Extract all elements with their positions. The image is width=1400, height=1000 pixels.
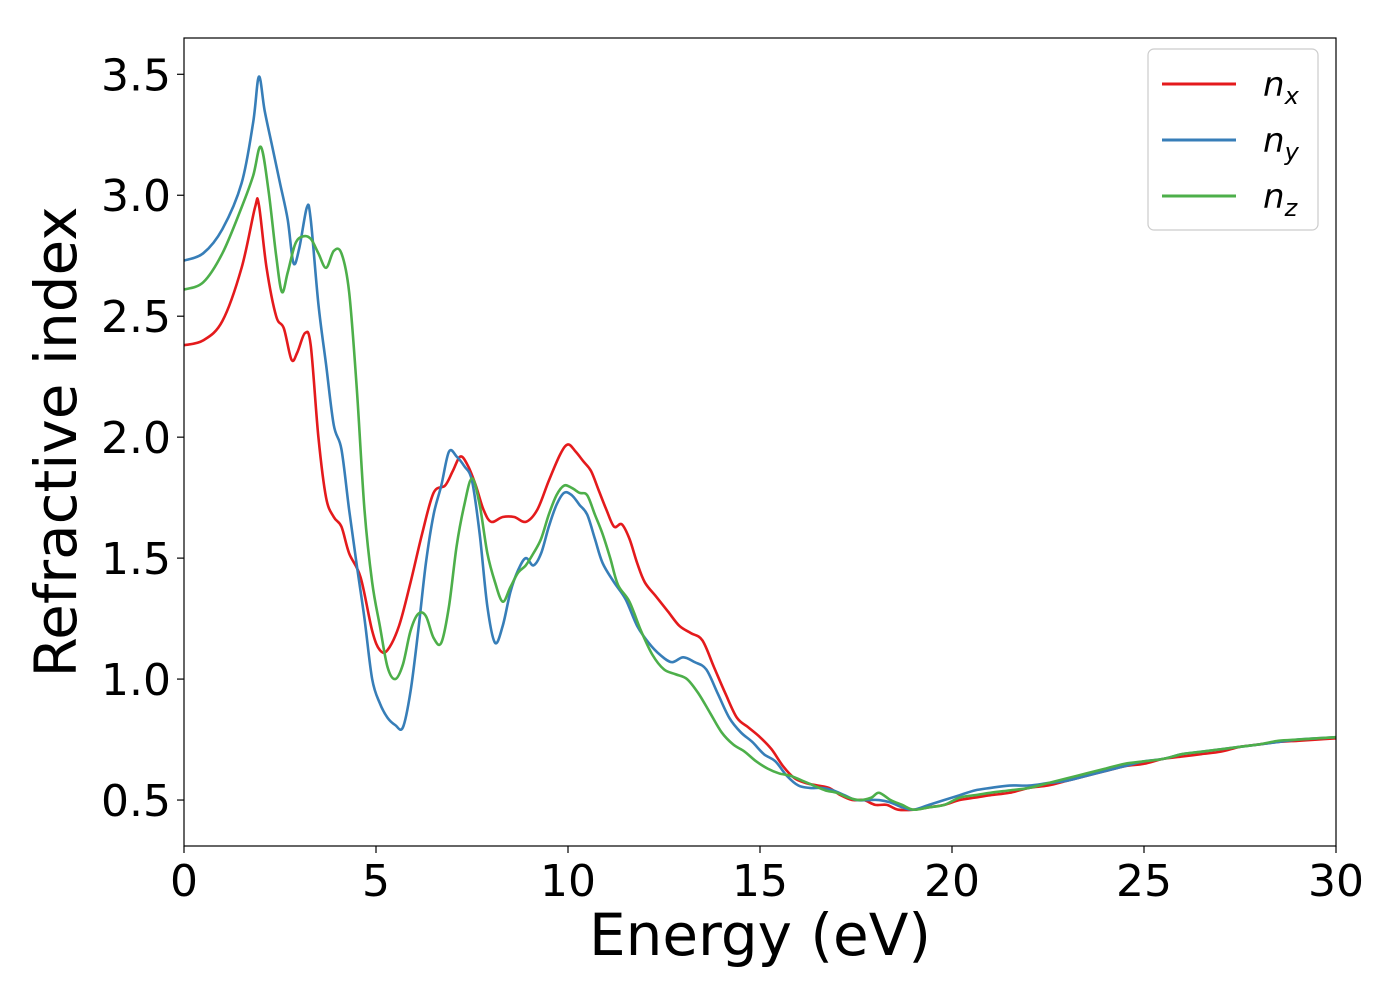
x-tick-label: 10 — [540, 856, 596, 907]
x-tick-label: 15 — [732, 856, 788, 907]
legend-label-subscript: x — [1284, 82, 1300, 110]
series-line-ny — [184, 75, 1336, 812]
legend-label-subscript: z — [1284, 194, 1299, 222]
series-line-nx — [184, 197, 1336, 812]
x-tick-label: 0 — [170, 856, 198, 907]
x-axis-title: Energy (eV) — [589, 901, 931, 969]
y-tick-label: 2.0 — [101, 413, 171, 464]
y-tick-label: 1.0 — [101, 655, 171, 706]
y-tick-label: 3.5 — [101, 50, 171, 101]
series-line-nz — [184, 145, 1336, 812]
legend-label-subscript: y — [1284, 138, 1300, 166]
series-layer — [184, 75, 1336, 812]
x-tick-label: 25 — [1116, 856, 1172, 907]
x-tick-label: 5 — [362, 856, 390, 907]
x-axis-ticks: 0 5 10 15 20 25 30 — [170, 846, 1364, 907]
legend-label: nz — [1263, 177, 1299, 222]
y-tick-label: 0.5 — [101, 776, 171, 827]
y-axis-ticks: 0.5 1.0 1.5 2.0 2.5 3.0 3.5 — [101, 50, 184, 827]
x-tick-label: 30 — [1308, 856, 1364, 907]
legend-item-nz: nz — [1162, 177, 1299, 222]
y-tick-label: 1.5 — [101, 534, 171, 585]
y-axis-title: Refractive index — [22, 206, 90, 677]
y-tick-label: 2.5 — [101, 292, 171, 343]
x-tick-label: 20 — [924, 856, 980, 907]
y-tick-label: 3.0 — [101, 171, 171, 222]
